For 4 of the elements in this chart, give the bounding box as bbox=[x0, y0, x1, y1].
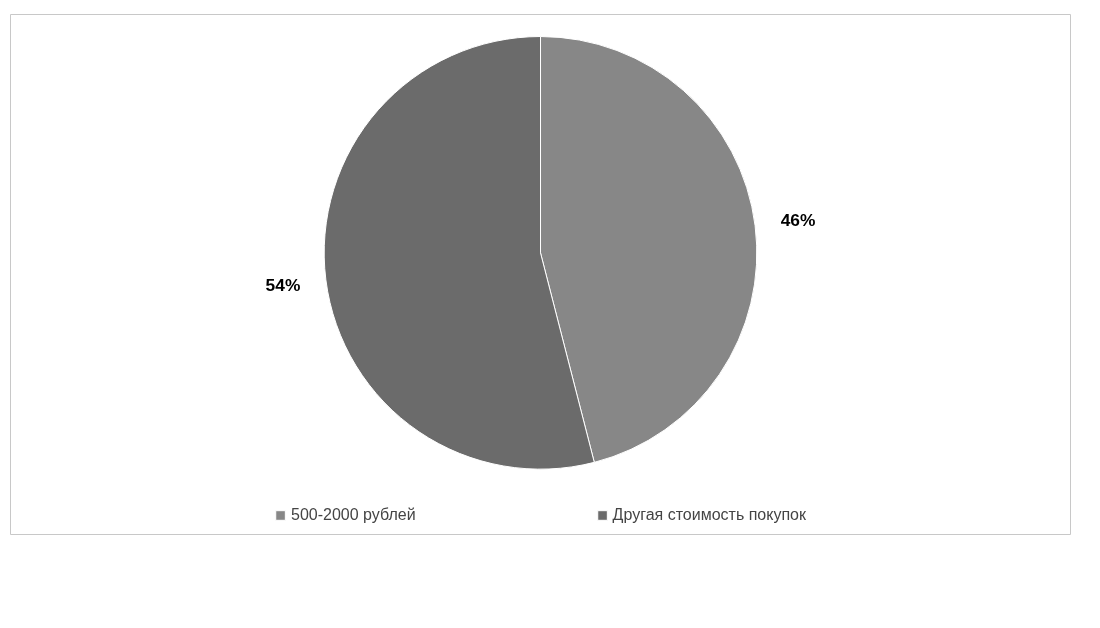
data-label: 54% bbox=[265, 275, 301, 296]
legend-label: Другая стоимость покупок bbox=[612, 506, 806, 524]
data-label: 46% bbox=[780, 210, 816, 231]
legend-label: 500-2000 рублей bbox=[291, 506, 416, 524]
